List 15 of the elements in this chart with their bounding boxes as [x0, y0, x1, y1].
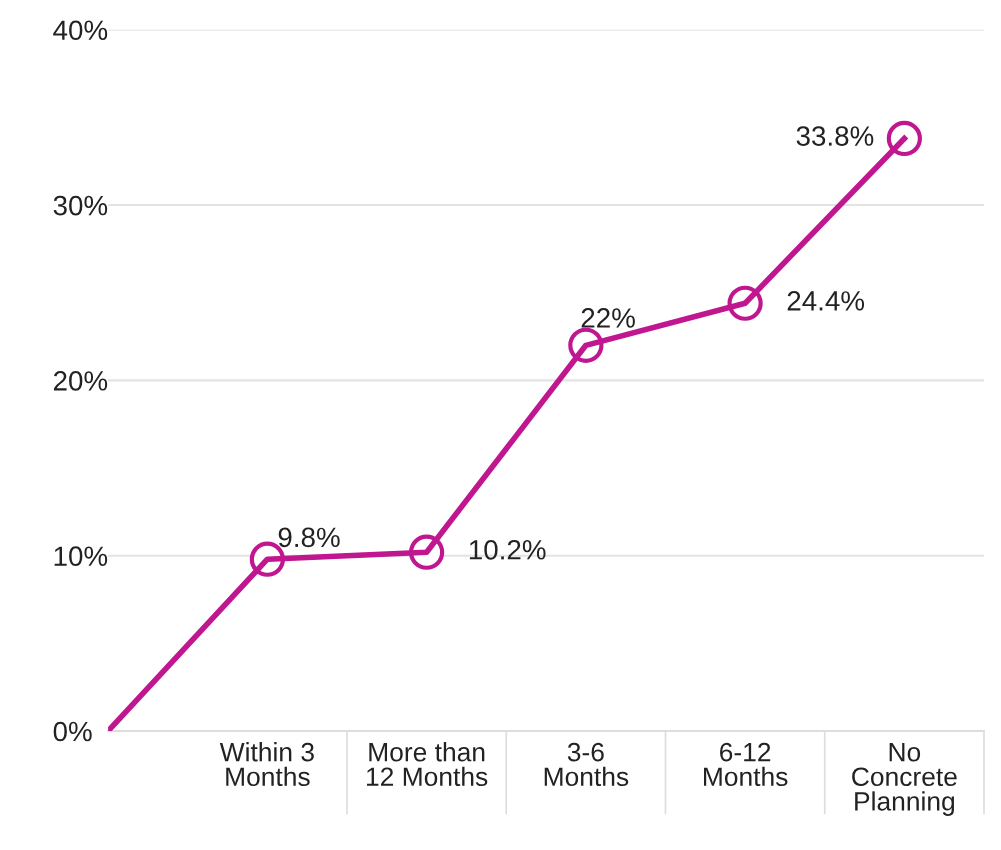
data-label: 10.2%: [469, 539, 546, 560]
y-tick-label: 10%: [54, 546, 108, 567]
data-label: 24.4%: [787, 291, 865, 311]
x-tick-label: 3-6 Months: [544, 742, 629, 787]
y-tick-label: 30%: [53, 195, 108, 216]
y-tick-label: 0%: [53, 721, 92, 742]
data-label: 22%: [581, 308, 635, 328]
x-tick-label: No Concrete Planning: [852, 743, 957, 816]
x-tick-label: More than 12 Months: [367, 742, 488, 787]
x-tick-label: 6-12 Months: [704, 742, 788, 787]
y-tick-label: 40%: [53, 20, 108, 41]
data-label: 9.8%: [278, 527, 340, 548]
data-label: 33.8%: [796, 126, 874, 146]
y-tick-label: 20%: [53, 371, 108, 391]
x-tick-label: Within 3 Months: [219, 742, 314, 787]
